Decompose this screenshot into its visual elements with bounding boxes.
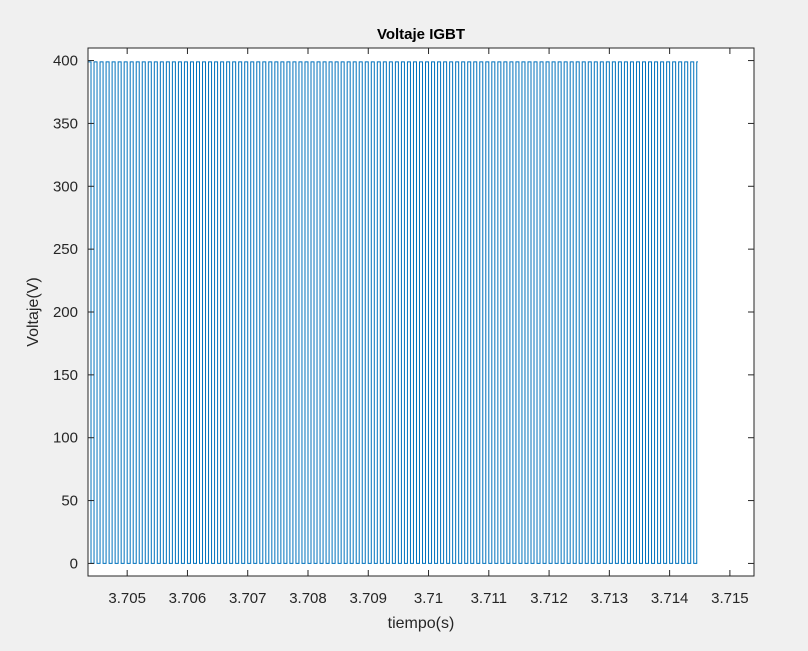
y-tick-label: 100 [53,430,78,447]
x-tick-label: 3.714 [651,590,689,607]
y-tick-label: 0 [70,555,78,572]
y-tick-label: 200 [53,304,78,321]
y-tick-label: 350 [53,115,78,132]
x-tick-label: 3.709 [349,590,387,607]
x-tick-label: 3.712 [530,590,568,607]
x-tick-label: 3.705 [108,590,146,607]
y-tick-label: 150 [53,367,78,384]
x-tick-label: 3.713 [591,590,629,607]
y-tick-label: 300 [53,178,78,195]
y-tick-label: 400 [53,53,78,70]
y-tick-label: 50 [61,493,78,510]
x-axis-label: tiempo(s) [388,615,455,632]
y-tick-label: 250 [53,241,78,258]
chart-title: Voltaje IGBT [377,26,465,43]
y-axis-label: Voltaje(V) [25,277,42,346]
voltage-series-line [88,61,698,564]
x-tick-label: 3.71 [414,590,443,607]
x-tick-label: 3.706 [169,590,207,607]
x-tick-label: 3.711 [471,590,507,607]
x-tick-label: 3.707 [229,590,267,607]
x-tick-label: 3.708 [289,590,327,607]
x-tick-label: 3.715 [711,590,749,607]
